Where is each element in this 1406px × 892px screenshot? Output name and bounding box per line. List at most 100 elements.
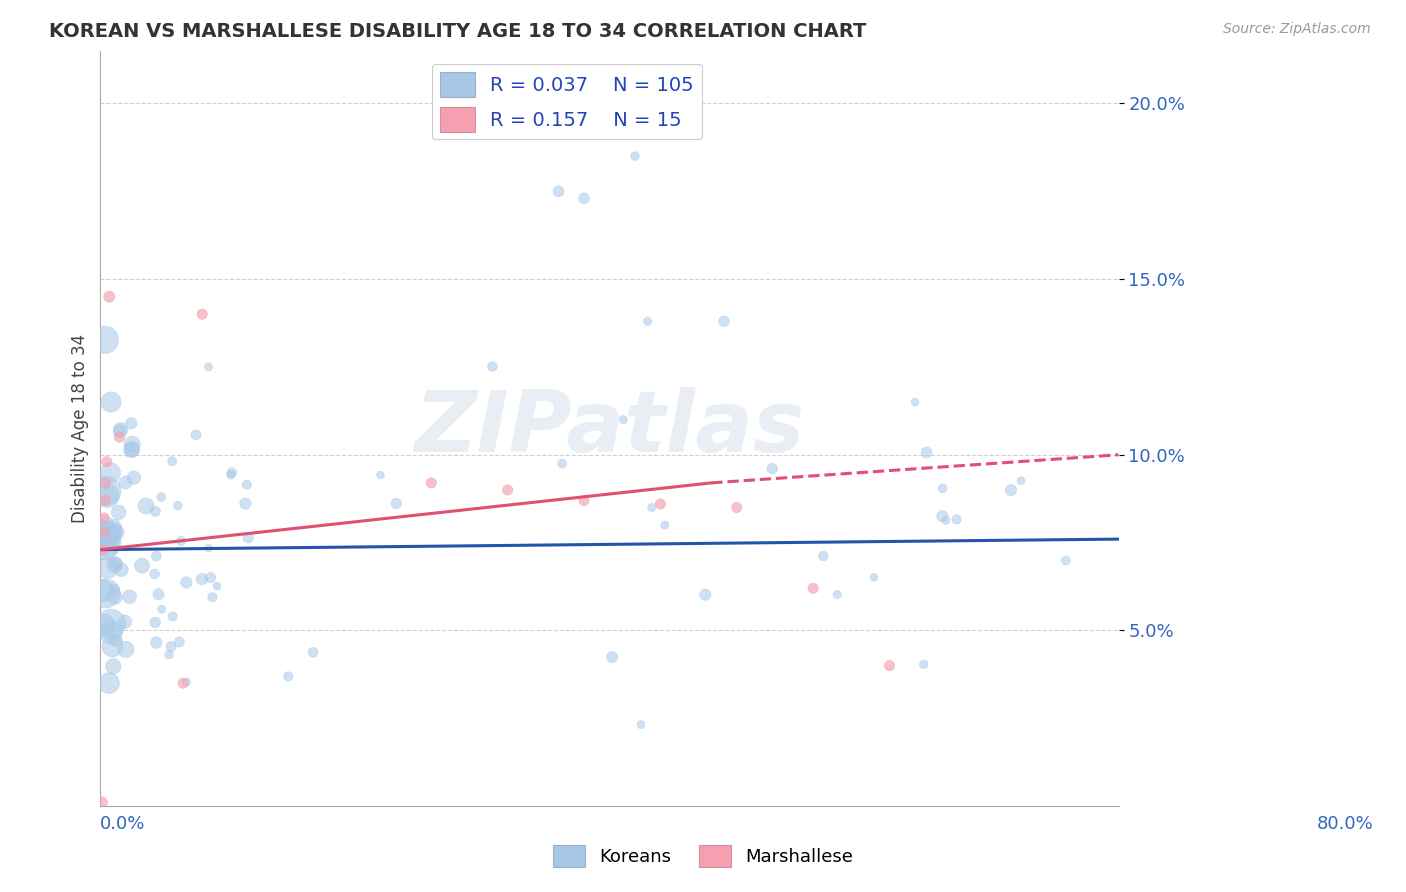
Point [238, 531, 260, 545]
Point [879, 658, 901, 673]
Point [167, 499, 190, 513]
Point [496, 483, 519, 497]
Point [120, 442, 142, 457]
Point [103, 558, 125, 572]
Point [641, 500, 664, 515]
Point [91, 532, 114, 546]
Point [191, 572, 214, 586]
Point [145, 635, 167, 649]
Point [98, 676, 121, 690]
Point [277, 669, 299, 683]
Point [94, 493, 117, 508]
Point [110, 563, 132, 577]
Point [915, 445, 938, 459]
Point [93, 524, 115, 539]
Point [90, 796, 112, 810]
Point [547, 184, 569, 198]
Text: KOREAN VS MARSHALLESE DISABILITY AGE 18 TO 34 CORRELATION CHART: KOREAN VS MARSHALLESE DISABILITY AGE 18 … [49, 22, 866, 41]
Point [931, 509, 953, 524]
Point [551, 457, 574, 471]
Point [912, 657, 935, 672]
Point [96, 535, 118, 549]
Point [100, 395, 122, 409]
Point [1010, 474, 1032, 488]
Point [98, 290, 121, 304]
Text: 80.0%: 80.0% [1316, 815, 1374, 833]
Point [160, 454, 183, 468]
Point [118, 590, 141, 604]
Point [148, 587, 170, 601]
Point [104, 524, 127, 538]
Point [176, 675, 198, 690]
Point [695, 588, 717, 602]
Point [94, 586, 117, 600]
Point [100, 616, 122, 631]
Point [97, 528, 120, 542]
Point [904, 395, 927, 409]
Point [104, 557, 127, 571]
Point [121, 442, 143, 457]
Point [931, 481, 953, 495]
Point [96, 484, 118, 499]
Point [105, 633, 128, 648]
Point [143, 566, 166, 581]
Point [150, 490, 173, 504]
Point [110, 423, 132, 437]
Legend: R = 0.037    N = 105, R = 0.157    N = 15: R = 0.037 N = 105, R = 0.157 N = 15 [432, 64, 702, 139]
Point [120, 417, 142, 431]
Point [935, 513, 957, 527]
Point [93, 618, 115, 632]
Point [825, 588, 848, 602]
Point [630, 717, 652, 731]
Point [122, 471, 145, 485]
Point [135, 499, 157, 513]
Point [863, 570, 886, 584]
Point [200, 571, 222, 585]
Point [143, 504, 166, 518]
Point [114, 615, 136, 629]
Point [572, 191, 595, 205]
Point [184, 428, 207, 442]
Point [143, 615, 166, 630]
Point [197, 541, 219, 556]
Point [104, 590, 127, 604]
Point [167, 635, 190, 649]
Point [103, 519, 125, 533]
Point [725, 500, 748, 515]
Point [197, 359, 219, 374]
Point [108, 430, 131, 444]
Point [105, 525, 128, 540]
Point [115, 642, 138, 657]
Point [385, 497, 408, 511]
Point [801, 582, 824, 596]
Point [157, 648, 180, 662]
Point [101, 640, 124, 654]
Point [205, 579, 228, 593]
Point [90, 583, 112, 598]
Point [420, 475, 443, 490]
Point [94, 333, 117, 347]
Y-axis label: Disability Age 18 to 34: Disability Age 18 to 34 [72, 334, 89, 523]
Point [221, 466, 243, 480]
Point [624, 149, 647, 163]
Point [94, 528, 117, 542]
Point [612, 413, 634, 427]
Point [97, 560, 120, 574]
Point [813, 549, 835, 563]
Point [131, 558, 153, 573]
Point [100, 624, 122, 639]
Point [302, 645, 325, 659]
Point [107, 505, 129, 519]
Point [637, 314, 659, 328]
Point [150, 602, 173, 616]
Point [1000, 483, 1022, 498]
Point [170, 534, 193, 549]
Point [370, 468, 392, 483]
Text: 0.0%: 0.0% [100, 815, 146, 833]
Point [600, 650, 623, 665]
Point [103, 659, 125, 673]
Point [91, 522, 114, 536]
Point [93, 532, 115, 546]
Point [162, 609, 184, 624]
Point [94, 539, 117, 553]
